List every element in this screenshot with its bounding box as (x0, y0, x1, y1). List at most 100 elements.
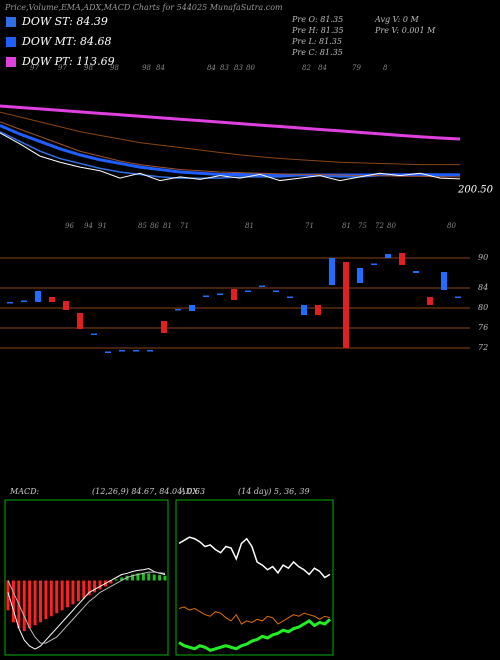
histogram-bar (33, 580, 37, 626)
date-label: 80 (246, 64, 255, 72)
candle (455, 296, 461, 298)
macd-title: MACD: (9, 487, 40, 496)
y-tick-label: 90 (478, 253, 488, 262)
candle (357, 268, 363, 283)
candle (385, 254, 391, 258)
histogram-bar (87, 580, 91, 596)
candle (259, 285, 265, 287)
histogram-bar (44, 580, 48, 620)
price-label: 200.50 (457, 185, 494, 196)
legend-label: DOW ST: 84.39 (21, 15, 108, 28)
candle (203, 295, 209, 297)
series-line (178, 618, 331, 652)
candle (7, 302, 13, 304)
series-line (0, 104, 461, 141)
date-label: 81 (342, 222, 351, 230)
histogram-bar (136, 573, 140, 581)
histogram-bar (11, 580, 15, 623)
histogram-bar (22, 580, 26, 632)
y-tick-label: 84 (478, 283, 488, 292)
series-line (0, 121, 460, 178)
info-text: Pre H: 81.35 (291, 26, 344, 35)
info-text: Pre C: 81.35 (291, 48, 343, 57)
histogram-bar (55, 580, 59, 614)
info-text: Pre L: 81.35 (291, 37, 342, 46)
histogram-bar (66, 580, 70, 608)
date-label: 81 (245, 222, 254, 230)
histogram-bar (98, 580, 102, 590)
candle (77, 313, 83, 329)
date-label: 94 (84, 222, 93, 230)
date-label: 83 (220, 64, 229, 72)
adx-title: ADX (179, 487, 198, 496)
histogram-bar (28, 580, 32, 629)
candle (413, 271, 419, 273)
histogram-bar (60, 580, 64, 611)
date-label: 71 (180, 222, 189, 230)
y-tick-label: 80 (478, 303, 488, 312)
histogram-bar (82, 580, 86, 599)
candle (329, 258, 335, 285)
date-label: 84 (318, 64, 327, 72)
legend-label: DOW PT: 113.69 (21, 55, 115, 68)
date-label: 98 (84, 64, 93, 72)
date-label: 98 (142, 64, 151, 72)
series-line (0, 124, 461, 177)
candle (161, 321, 167, 333)
legend-swatch (6, 17, 16, 27)
date-label: 82 (302, 64, 311, 72)
date-label: 97 (30, 64, 39, 72)
candle (49, 297, 55, 302)
date-label: 79 (352, 64, 361, 72)
series-line (0, 111, 460, 166)
candle (399, 253, 405, 265)
candle (133, 350, 139, 352)
histogram-bar (6, 580, 10, 611)
candle (175, 309, 181, 311)
candle (273, 290, 279, 292)
histogram-bar (125, 575, 129, 581)
date-label: 80 (447, 222, 456, 230)
series-line (7, 571, 166, 644)
histogram-bar (38, 580, 42, 623)
candle (315, 305, 321, 315)
date-label: 96 (65, 222, 74, 230)
candle (63, 301, 69, 310)
chart-title: Price,Volume,EMA,ADX,MACD Charts for 544… (4, 3, 283, 12)
date-label: 97 (58, 64, 67, 72)
legend-label: DOW MT: 84.68 (21, 35, 112, 48)
histogram-bar (147, 573, 151, 581)
date-label: 84 (156, 64, 165, 72)
adx-panel (175, 499, 334, 656)
date-label: 91 (98, 222, 107, 230)
date-label: 8 (383, 64, 388, 72)
histogram-bar (141, 572, 145, 581)
histogram-bar (109, 580, 113, 584)
candle (119, 350, 125, 352)
histogram-bar (71, 580, 75, 605)
histogram-bar (76, 580, 80, 602)
date-label: 84 (207, 64, 216, 72)
date-label: 81 (163, 222, 172, 230)
candle (105, 351, 111, 353)
date-label: 75 (358, 222, 367, 230)
candle (231, 289, 237, 300)
date-label: 83 (234, 64, 243, 72)
date-label: 86 (150, 222, 159, 230)
candle (441, 272, 447, 290)
candle (301, 305, 307, 315)
histogram-bar (49, 580, 53, 617)
date-label: 80 (387, 222, 396, 230)
candle (427, 297, 433, 305)
date-label: 72 (375, 222, 384, 230)
histogram-bar (114, 579, 118, 581)
series-line (7, 568, 166, 650)
candle (21, 300, 27, 302)
macd-subtitle: (12,26,9) 84.67, 84.04, 0.63 (92, 487, 205, 496)
series-line (0, 132, 461, 182)
histogram-bar (93, 580, 97, 593)
legend-swatch (6, 57, 16, 67)
series-line (178, 536, 331, 579)
histogram-bar (163, 575, 167, 581)
